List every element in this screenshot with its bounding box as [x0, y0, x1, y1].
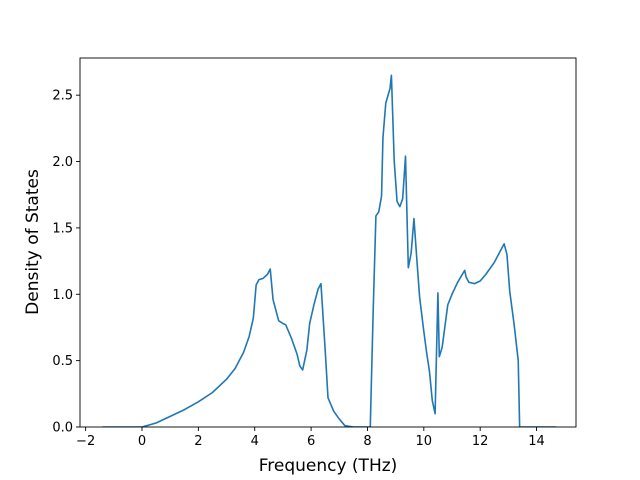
x-tick-label: 4: [251, 434, 259, 449]
x-tick-label: 0: [138, 434, 146, 449]
y-tick-label: 1.5: [52, 221, 73, 236]
x-tick-label: 14: [528, 434, 545, 449]
plot-area: [102, 74, 557, 427]
x-tick-label: 2: [194, 434, 202, 449]
x-tick-label: −2: [76, 434, 95, 449]
y-tick-label: 2.0: [52, 155, 73, 170]
x-tick-label: 12: [472, 434, 489, 449]
y-tick-label: 0.5: [52, 354, 73, 369]
y-tick-label: 0.0: [52, 421, 73, 436]
x-tick-label: 8: [363, 434, 371, 449]
axes-frame: [79, 57, 577, 428]
y-tick-label: 1.0: [52, 288, 73, 303]
x-tick-label: 6: [307, 434, 315, 449]
x-tick-label: 10: [416, 434, 433, 449]
y-axis-title: Density of States: [23, 169, 43, 315]
y-tick-label: 2.5: [52, 89, 73, 104]
series-line-0: [102, 74, 557, 427]
axes: −2 0 2 4 6 8 10 12 14 0.0 0.5 1.0 1.5 2.0 2.5: [52, 57, 577, 449]
x-axis-title: Frequency (THz): [259, 456, 398, 476]
